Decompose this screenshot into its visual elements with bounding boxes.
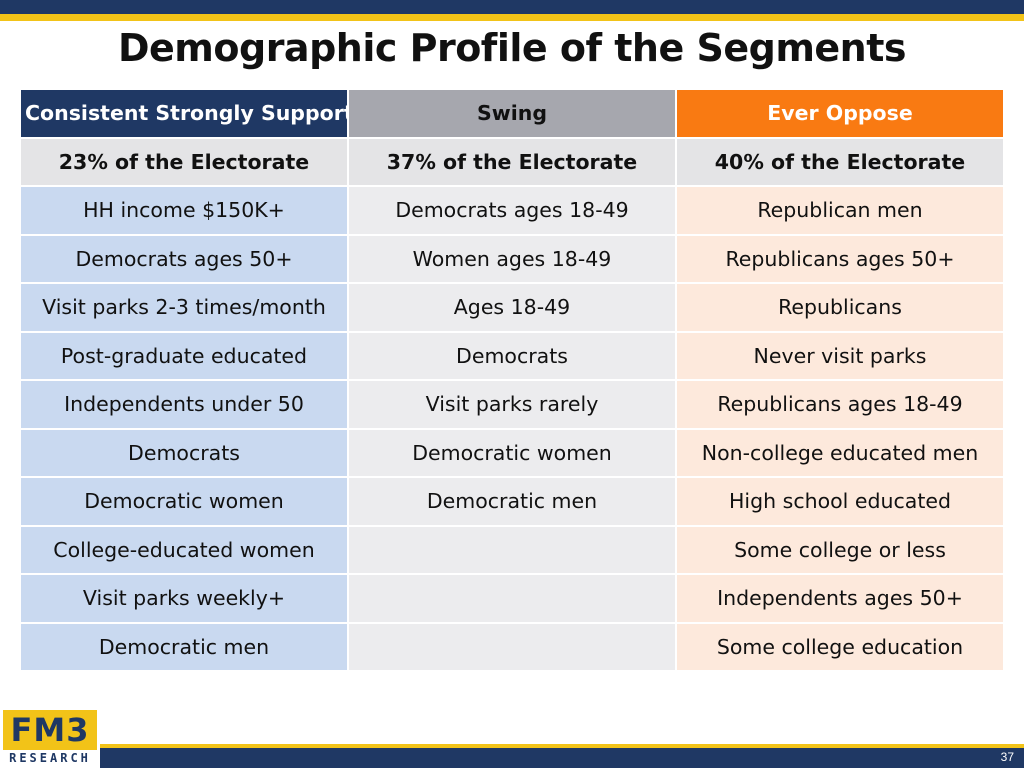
table-row: College-educated women Some college or l…: [21, 526, 1003, 573]
support-cell: Democratic women: [21, 478, 347, 525]
swing-cell: Democrats ages 18-49: [349, 187, 675, 234]
segments-table: Consistent Strongly Support Swing Ever O…: [19, 88, 1005, 672]
swing-cell: [349, 623, 675, 670]
oppose-cell: Some college or less: [677, 526, 1003, 573]
slide-title: Demographic Profile of the Segments: [117, 26, 907, 70]
oppose-cell: Republican men: [677, 187, 1003, 234]
table-row: Independents under 50 Visit parks rarely…: [21, 381, 1003, 428]
logo-wordmark: FM3: [10, 711, 90, 749]
support-cell: College-educated women: [21, 526, 347, 573]
swing-cell: Democratic women: [349, 429, 675, 476]
swing-cell: Women ages 18-49: [349, 235, 675, 282]
swing-cell: [349, 575, 675, 622]
share-ever-oppose: 40% of the Electorate: [677, 138, 1003, 185]
support-cell: Visit parks 2-3 times/month: [21, 284, 347, 331]
share-consistent-strongly-support: 23% of the Electorate: [21, 138, 347, 185]
support-cell: Visit parks weekly+: [21, 575, 347, 622]
oppose-cell: Republicans ages 18-49: [677, 381, 1003, 428]
table-row: Post-graduate educated Democrats Never v…: [21, 332, 1003, 379]
table-row: HH income $150K+ Democrats ages 18-49 Re…: [21, 187, 1003, 234]
table-row: Democrats ages 50+ Women ages 18-49 Repu…: [21, 235, 1003, 282]
swing-cell: [349, 526, 675, 573]
oppose-cell: Never visit parks: [677, 332, 1003, 379]
table-row: Visit parks weekly+ Independents ages 50…: [21, 575, 1003, 622]
header-swing: Swing: [349, 90, 675, 137]
swing-cell: Democrats: [349, 332, 675, 379]
header-row: Consistent Strongly Support Swing Ever O…: [21, 90, 1003, 137]
electorate-share-row: 23% of the Electorate 37% of the Elector…: [21, 138, 1003, 185]
oppose-cell: Republicans: [677, 284, 1003, 331]
top-navy-bar: [0, 0, 1024, 14]
swing-cell: Visit parks rarely: [349, 381, 675, 428]
oppose-cell: Republicans ages 50+: [677, 235, 1003, 282]
table-row: Democratic men Some college education: [21, 623, 1003, 670]
top-gold-bar: [0, 14, 1024, 21]
logo-subtitle: RESEARCH: [9, 751, 91, 765]
bottom-navy-bar: [0, 748, 1024, 768]
support-cell: Democratic men: [21, 623, 347, 670]
share-swing: 37% of the Electorate: [349, 138, 675, 185]
header-ever-oppose: Ever Oppose: [677, 90, 1003, 137]
table-row: Visit parks 2-3 times/month Ages 18-49 R…: [21, 284, 1003, 331]
swing-cell: Ages 18-49: [349, 284, 675, 331]
fm3-research-logo: FM3 RESEARCH: [0, 708, 100, 768]
support-cell: Democrats ages 50+: [21, 235, 347, 282]
support-cell: Post-graduate educated: [21, 332, 347, 379]
header-consistent-strongly-support: Consistent Strongly Support: [21, 90, 347, 137]
support-cell: HH income $150K+: [21, 187, 347, 234]
oppose-cell: High school educated: [677, 478, 1003, 525]
support-cell: Independents under 50: [21, 381, 347, 428]
support-cell: Democrats: [21, 429, 347, 476]
oppose-cell: Independents ages 50+: [677, 575, 1003, 622]
table-row: Democrats Democratic women Non-college e…: [21, 429, 1003, 476]
logo-background: [3, 710, 97, 750]
swing-cell: Democratic men: [349, 478, 675, 525]
oppose-cell: Non-college educated men: [677, 429, 1003, 476]
bottom-gold-bar: [0, 744, 1024, 748]
oppose-cell: Some college education: [677, 623, 1003, 670]
page-number: 37: [1000, 750, 1014, 764]
table-row: Democratic women Democratic men High sch…: [21, 478, 1003, 525]
